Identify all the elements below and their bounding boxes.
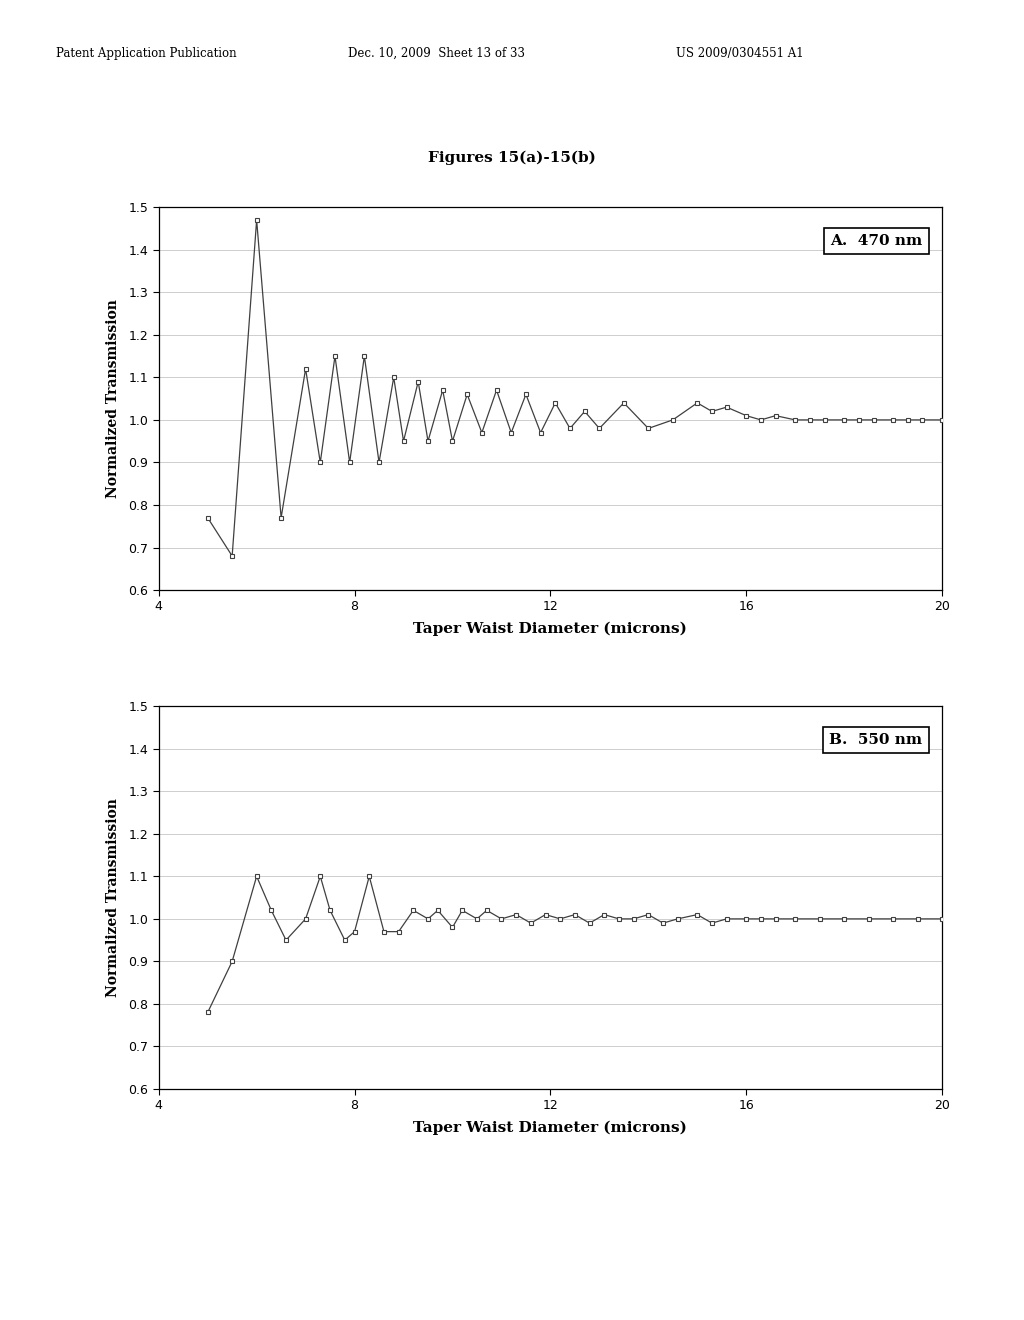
X-axis label: Taper Waist Diameter (microns): Taper Waist Diameter (microns) (414, 622, 687, 636)
Text: US 2009/0304551 A1: US 2009/0304551 A1 (676, 46, 804, 59)
Text: Dec. 10, 2009  Sheet 13 of 33: Dec. 10, 2009 Sheet 13 of 33 (348, 46, 525, 59)
Text: Patent Application Publication: Patent Application Publication (56, 46, 237, 59)
Text: B.  550 nm: B. 550 nm (829, 733, 923, 747)
X-axis label: Taper Waist Diameter (microns): Taper Waist Diameter (microns) (414, 1121, 687, 1135)
Text: A.  470 nm: A. 470 nm (830, 234, 923, 248)
Y-axis label: Normalized Transmission: Normalized Transmission (105, 300, 120, 498)
Text: Figures 15(a)-15(b): Figures 15(a)-15(b) (428, 150, 596, 165)
Y-axis label: Normalized Transmission: Normalized Transmission (105, 799, 120, 997)
